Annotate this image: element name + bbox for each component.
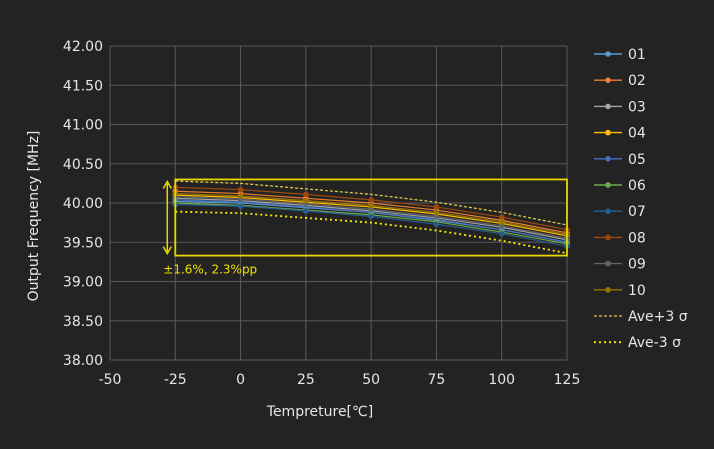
x-axis-ticks: -50 -25 0 25 50 75 100 125 bbox=[99, 372, 581, 388]
legend-item-04: 04 bbox=[594, 126, 646, 142]
y-tick-label: 40.50 bbox=[63, 157, 103, 173]
series-point bbox=[303, 191, 309, 198]
legend-label: Ave+3 σ bbox=[628, 309, 688, 325]
legend-label: 09 bbox=[628, 257, 646, 273]
legend-swatch-marker bbox=[605, 51, 611, 57]
legend-swatch-marker bbox=[605, 234, 611, 241]
legend-item-01: 01 bbox=[594, 47, 646, 63]
y-tick-label: 39.00 bbox=[63, 275, 103, 291]
legend-swatch-marker bbox=[605, 103, 611, 110]
annotation-group: ±1.6%, 2.3%pp bbox=[162, 178, 568, 277]
series-point bbox=[433, 213, 440, 220]
x-axis-title: Tempreture[℃] bbox=[266, 404, 373, 420]
legend-item-05: 05 bbox=[594, 152, 646, 168]
legend-label: Ave-3 σ bbox=[628, 335, 681, 351]
legend-item-08: 08 bbox=[594, 230, 646, 246]
band-line-minus bbox=[175, 210, 568, 255]
sigma-bands bbox=[175, 180, 568, 255]
legend-item-10: 10 bbox=[594, 283, 646, 299]
series-point bbox=[433, 204, 440, 210]
series-point bbox=[498, 219, 505, 225]
legend-label: 07 bbox=[628, 204, 646, 220]
y-tick-label: 41.50 bbox=[63, 78, 103, 94]
range-annotation-text: ±1.6%, 2.3%pp bbox=[163, 263, 257, 277]
series-point bbox=[498, 230, 505, 237]
series-point bbox=[368, 213, 374, 220]
x-tick-label: 0 bbox=[236, 372, 245, 388]
series-point bbox=[498, 214, 505, 220]
x-tick-label: 75 bbox=[428, 372, 446, 388]
y-tick-label: 42.00 bbox=[63, 39, 103, 55]
range-box bbox=[174, 178, 568, 257]
legend-item-09: 09 bbox=[594, 257, 646, 273]
x-tick-label: -50 bbox=[99, 372, 122, 388]
range-arrow-head-up bbox=[162, 179, 172, 189]
legend-label: 01 bbox=[628, 47, 646, 63]
legend-item-ave-minus-3sigma: Ave-3 σ bbox=[594, 335, 681, 351]
x-tick-label: 100 bbox=[488, 372, 515, 388]
y-tick-label: 39.50 bbox=[63, 235, 103, 251]
legend-swatch-marker bbox=[605, 287, 611, 293]
series-point bbox=[237, 193, 244, 199]
legend-label: 02 bbox=[628, 73, 646, 89]
series-point bbox=[303, 197, 309, 204]
range-arrow-head-down bbox=[162, 246, 172, 256]
series-point bbox=[498, 222, 505, 229]
legend-label: 05 bbox=[628, 152, 646, 168]
series-point bbox=[368, 197, 374, 203]
legend-swatch-marker bbox=[605, 260, 611, 267]
series-08 bbox=[172, 184, 570, 233]
x-tick-label: 125 bbox=[554, 372, 581, 388]
y-axis-ticks: 38.00 38.50 39.00 39.50 40.00 40.50 41.00 41.50… bbox=[63, 39, 103, 369]
legend-label: 03 bbox=[628, 99, 646, 115]
legend-item-07: 07 bbox=[594, 204, 646, 220]
series-point bbox=[303, 208, 309, 214]
band-line-plus bbox=[175, 180, 568, 226]
legend-swatch-marker bbox=[605, 77, 611, 83]
series-point bbox=[237, 186, 244, 193]
legend-item-ave-plus-3sigma: Ave+3 σ bbox=[594, 309, 688, 325]
x-tick-label: -25 bbox=[164, 372, 187, 388]
legend-label: 04 bbox=[628, 126, 646, 142]
series-point bbox=[433, 209, 440, 216]
y-tick-label: 41.00 bbox=[63, 118, 103, 134]
y-axis-title: Output Frequency [MHz] bbox=[26, 131, 42, 302]
x-tick-label: 50 bbox=[362, 372, 380, 388]
legend-label: 06 bbox=[628, 178, 646, 194]
y-tick-label: 38.00 bbox=[63, 353, 103, 369]
legend-swatch-marker bbox=[605, 129, 611, 136]
legend-swatch-marker bbox=[605, 182, 611, 188]
legend-label: 10 bbox=[628, 283, 646, 299]
x-tick-label: 25 bbox=[297, 372, 315, 388]
legend-swatch-marker bbox=[605, 208, 611, 214]
legend: 01 02 03 04 05 06 07 08 09 10 Ave+3 σ Ave-3 σ bbox=[594, 47, 688, 351]
series-point bbox=[368, 202, 374, 209]
series-point bbox=[237, 203, 244, 209]
series-point bbox=[433, 221, 440, 227]
series-point bbox=[368, 206, 374, 213]
legend-swatch-marker bbox=[605, 156, 611, 162]
legend-item-06: 06 bbox=[594, 178, 646, 194]
legend-item-02: 02 bbox=[594, 73, 646, 89]
series-lines bbox=[172, 184, 570, 249]
legend-item-03: 03 bbox=[594, 99, 646, 115]
legend-label: 08 bbox=[628, 230, 646, 246]
y-tick-label: 38.50 bbox=[63, 314, 103, 330]
y-tick-label: 40.00 bbox=[63, 196, 103, 212]
